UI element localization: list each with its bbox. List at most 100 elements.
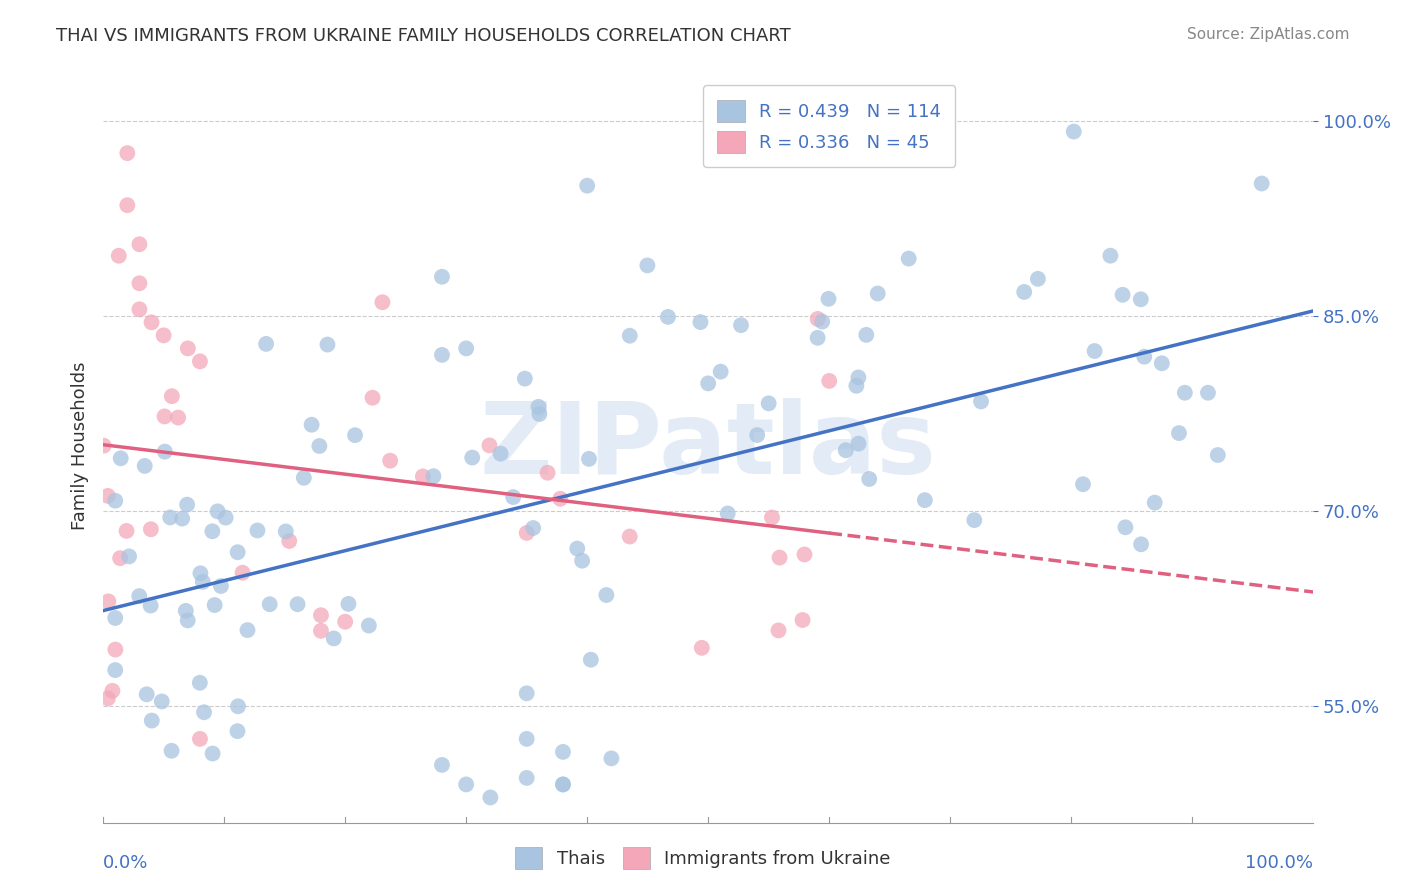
- Point: [1168, 426, 1191, 441]
- Point: [579, 653, 602, 667]
- Point: [254, 337, 277, 351]
- Point: [550, 491, 572, 506]
- Point: [115, 524, 138, 538]
- Point: [835, 443, 858, 458]
- Point: [135, 687, 157, 701]
- Point: [278, 533, 301, 548]
- Point: [430, 269, 453, 284]
- Point: [97, 594, 120, 608]
- Point: [177, 342, 200, 356]
- Point: [1026, 272, 1049, 286]
- Point: [344, 428, 367, 442]
- Point: [190, 566, 212, 581]
- Point: [118, 549, 141, 564]
- Point: [274, 524, 297, 539]
- Point: [571, 554, 593, 568]
- Point: [191, 574, 214, 589]
- Point: [516, 686, 538, 700]
- Point: [292, 471, 315, 485]
- Point: [456, 342, 478, 356]
- Point: [619, 529, 641, 543]
- Point: [817, 292, 839, 306]
- Point: [188, 354, 211, 368]
- Point: [697, 376, 720, 391]
- Point: [301, 417, 323, 432]
- Point: [117, 146, 139, 161]
- Point: [333, 615, 356, 629]
- Point: [232, 566, 254, 580]
- Point: [141, 315, 163, 329]
- Point: [690, 640, 713, 655]
- Point: [412, 469, 434, 483]
- Point: [128, 237, 150, 252]
- Point: [578, 451, 600, 466]
- Point: [478, 438, 501, 452]
- Point: [226, 699, 249, 714]
- Point: [489, 447, 512, 461]
- Point: [717, 507, 740, 521]
- Point: [818, 374, 841, 388]
- Point: [897, 252, 920, 266]
- Point: [479, 790, 502, 805]
- Point: [104, 493, 127, 508]
- Point: [636, 259, 658, 273]
- Point: [858, 472, 880, 486]
- Point: [308, 439, 330, 453]
- Point: [1129, 293, 1152, 307]
- Point: [152, 328, 174, 343]
- Point: [689, 315, 711, 329]
- Point: [551, 745, 574, 759]
- Point: [792, 613, 814, 627]
- Point: [1099, 249, 1122, 263]
- Legend: Thais, Immigrants from Ukraine: Thais, Immigrants from Ukraine: [506, 838, 900, 879]
- Point: [527, 400, 550, 414]
- Point: [516, 525, 538, 540]
- Point: [172, 511, 194, 525]
- Point: [236, 623, 259, 637]
- Point: [150, 694, 173, 708]
- Point: [193, 705, 215, 719]
- Y-axis label: Family Households: Family Households: [72, 362, 89, 530]
- Point: [214, 510, 236, 524]
- Point: [357, 618, 380, 632]
- Point: [866, 286, 889, 301]
- Point: [456, 777, 478, 791]
- Point: [529, 407, 551, 421]
- Point: [551, 777, 574, 791]
- Point: [207, 504, 229, 518]
- Point: [174, 604, 197, 618]
- Point: [139, 522, 162, 536]
- Legend: R = 0.439   N = 114, R = 0.336   N = 45: R = 0.439 N = 114, R = 0.336 N = 45: [703, 85, 956, 167]
- Point: [807, 312, 830, 326]
- Point: [963, 513, 986, 527]
- Point: [793, 548, 815, 562]
- Point: [1130, 537, 1153, 551]
- Point: [1012, 285, 1035, 299]
- Point: [768, 550, 790, 565]
- Point: [747, 428, 769, 442]
- Point: [128, 277, 150, 291]
- Point: [128, 589, 150, 603]
- Point: [516, 771, 538, 785]
- Point: [595, 588, 617, 602]
- Point: [807, 331, 830, 345]
- Point: [153, 409, 176, 424]
- Text: THAI VS IMMIGRANTS FROM UKRAINE FAMILY HOUSEHOLDS CORRELATION CHART: THAI VS IMMIGRANTS FROM UKRAINE FAMILY H…: [56, 27, 792, 45]
- Point: [536, 466, 558, 480]
- Point: [134, 458, 156, 473]
- Point: [848, 436, 870, 450]
- Point: [104, 611, 127, 625]
- Point: [522, 521, 544, 535]
- Point: [422, 469, 444, 483]
- Point: [316, 337, 339, 351]
- Point: [188, 731, 211, 746]
- Point: [226, 724, 249, 739]
- Text: 100.0%: 100.0%: [1246, 854, 1313, 871]
- Point: [567, 541, 589, 556]
- Point: [246, 524, 269, 538]
- Point: [110, 451, 132, 466]
- Point: [1111, 287, 1133, 301]
- Point: [1206, 448, 1229, 462]
- Point: [322, 632, 344, 646]
- Point: [309, 608, 332, 623]
